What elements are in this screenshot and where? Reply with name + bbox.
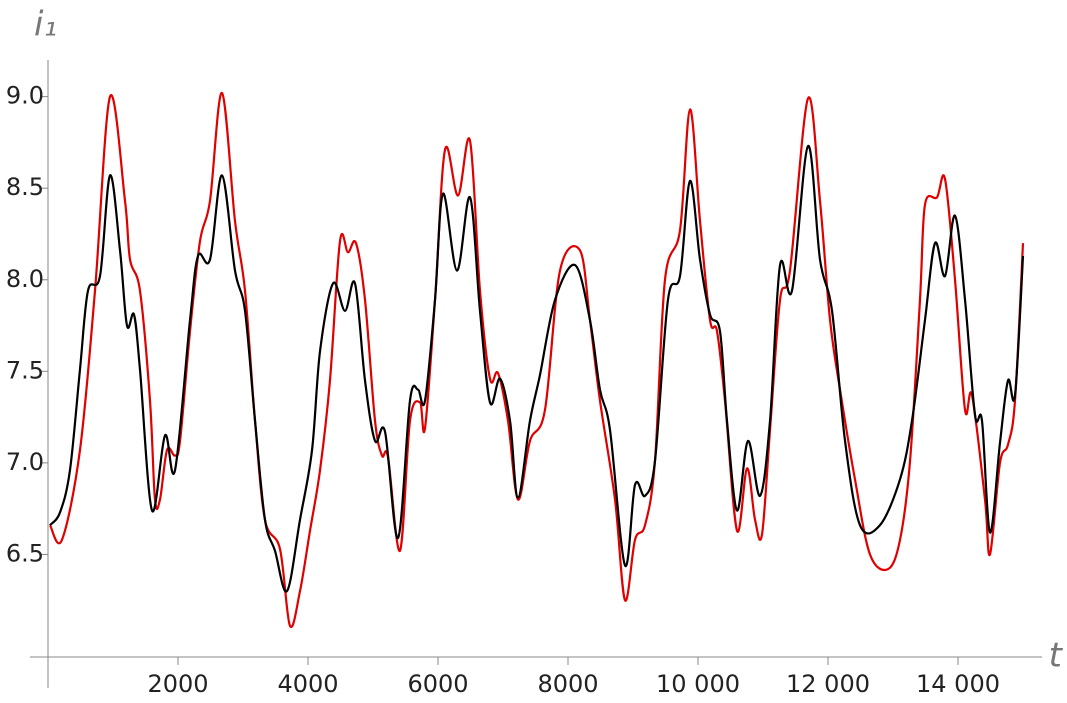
x-tick-label: 6000	[407, 670, 468, 698]
x-tick-label: 2000	[147, 670, 208, 698]
line-series	[49, 91, 1025, 629]
y-tick-label: 7.0	[6, 448, 44, 476]
x-tick-label: 8000	[537, 670, 598, 698]
y-tick-label: 6.5	[6, 539, 44, 567]
line-series	[49, 144, 1025, 593]
x-tick-label: 4000	[277, 670, 338, 698]
y-tick-label: 8.5	[6, 173, 44, 201]
y-tick-label: 8.0	[6, 265, 44, 293]
y-tick-label: 9.0	[6, 82, 44, 110]
x-tick-label: 14 000	[916, 670, 1000, 698]
y-axis-label: i₁	[34, 5, 57, 45]
x-tick-label: 10 000	[656, 670, 740, 698]
x-axis-label: t	[1049, 636, 1064, 676]
y-tick-label: 7.5	[6, 356, 44, 384]
x-tick-label: 12 000	[786, 670, 870, 698]
